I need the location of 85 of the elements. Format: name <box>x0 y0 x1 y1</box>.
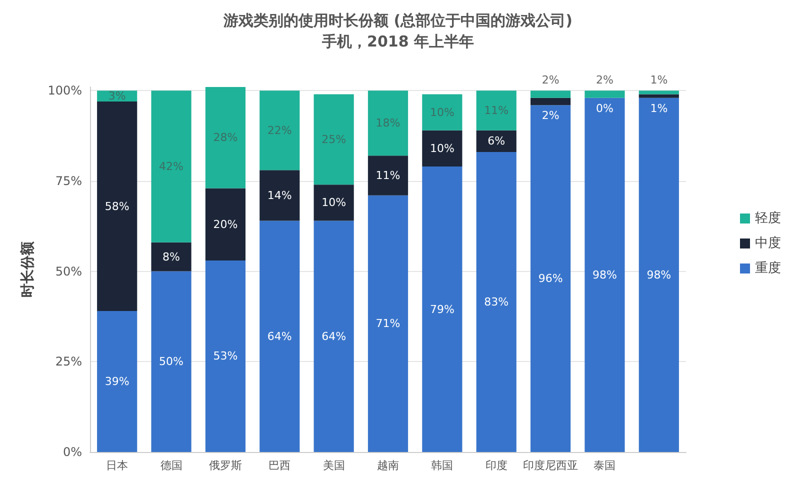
data-label: 2% <box>542 109 560 122</box>
data-label: 11% <box>376 169 400 182</box>
bar <box>530 90 571 98</box>
data-label: 71% <box>376 317 400 330</box>
data-label: 53% <box>213 350 238 363</box>
x-tick-label: 泰国 <box>594 459 616 472</box>
data-label: 11% <box>484 104 509 117</box>
chart-subtitle: 手机，2018 年上半年 <box>321 32 474 50</box>
x-tick-label: 日本 <box>106 459 128 472</box>
bar <box>530 105 571 452</box>
x-tick-label: 印度 <box>485 459 508 472</box>
bar <box>314 94 354 185</box>
data-label: 1% <box>650 74 668 87</box>
data-label: 22% <box>267 124 292 137</box>
bar <box>205 188 246 260</box>
bar <box>422 94 462 130</box>
data-label: 6% <box>488 134 506 148</box>
data-label: 64% <box>322 330 346 343</box>
data-label: 3% <box>108 90 126 103</box>
x-tick-label: 印度尼西亚 <box>523 459 578 472</box>
bar <box>476 90 516 130</box>
data-label: 83% <box>484 296 509 309</box>
bar <box>368 156 408 196</box>
data-label: 28% <box>213 131 238 144</box>
bar <box>205 260 246 452</box>
data-label: 10% <box>322 196 346 210</box>
bar <box>638 90 679 94</box>
data-label: 25% <box>322 132 346 146</box>
bar <box>205 87 246 188</box>
bar <box>314 184 354 221</box>
bar <box>260 90 300 170</box>
y-axis-title: 时长份额 <box>19 240 36 298</box>
bar <box>476 130 516 152</box>
bar <box>422 166 462 452</box>
data-label: 98% <box>592 268 617 282</box>
bar <box>151 242 192 272</box>
bar <box>151 271 192 452</box>
y-tick-label: 25% <box>55 354 82 369</box>
x-tick-label: 俄罗斯 <box>208 459 242 472</box>
y-tick-label: 0% <box>62 445 82 459</box>
data-label: 14% <box>267 188 292 202</box>
data-label: 10% <box>430 142 454 155</box>
x-tick-label: 美国 <box>322 459 345 472</box>
bar <box>151 90 192 242</box>
data-label: 79% <box>430 302 454 316</box>
bar <box>638 94 679 98</box>
chart-title: 游戏类别的使用时长份额 (总部位于中国的游戏公司) <box>222 12 572 30</box>
bar <box>584 98 625 452</box>
bar <box>584 90 625 98</box>
y-tick-label: 100% <box>48 84 82 98</box>
data-label: 10% <box>430 106 454 119</box>
bar <box>314 220 354 452</box>
legend-label: 轻度 <box>755 210 781 226</box>
data-label: 42% <box>159 160 184 174</box>
data-label: 18% <box>376 116 400 130</box>
bar <box>97 101 138 312</box>
data-label: 39% <box>104 375 130 388</box>
x-tick-label: 巴西 <box>268 459 291 472</box>
data-label: 0% <box>596 102 614 115</box>
x-tick-label: 越南 <box>377 459 399 472</box>
bar <box>97 311 138 452</box>
bar <box>260 170 300 221</box>
y-tick-label: 50% <box>55 264 82 278</box>
bar <box>260 220 300 452</box>
x-tick-label: 德国 <box>160 459 182 472</box>
bar <box>368 195 408 452</box>
legend-label: 中度 <box>755 235 781 251</box>
data-label: 2% <box>596 74 614 87</box>
data-label: 58% <box>104 200 130 213</box>
data-label: 50% <box>159 355 184 368</box>
bar <box>530 98 571 106</box>
bar <box>422 130 462 167</box>
data-label: 64% <box>267 330 292 343</box>
data-label: 20% <box>213 218 238 231</box>
x-tick-label: 韩国 <box>431 459 454 472</box>
bar <box>638 98 679 452</box>
bar <box>368 90 408 156</box>
data-label: 98% <box>646 268 672 282</box>
y-tick-label: 75% <box>55 174 82 188</box>
data-label: 8% <box>162 250 180 264</box>
data-label: 96% <box>538 272 563 286</box>
bar <box>476 152 516 452</box>
legend-label: 重度 <box>755 260 781 276</box>
data-label: 2% <box>542 74 560 87</box>
data-label: 1% <box>650 102 668 115</box>
